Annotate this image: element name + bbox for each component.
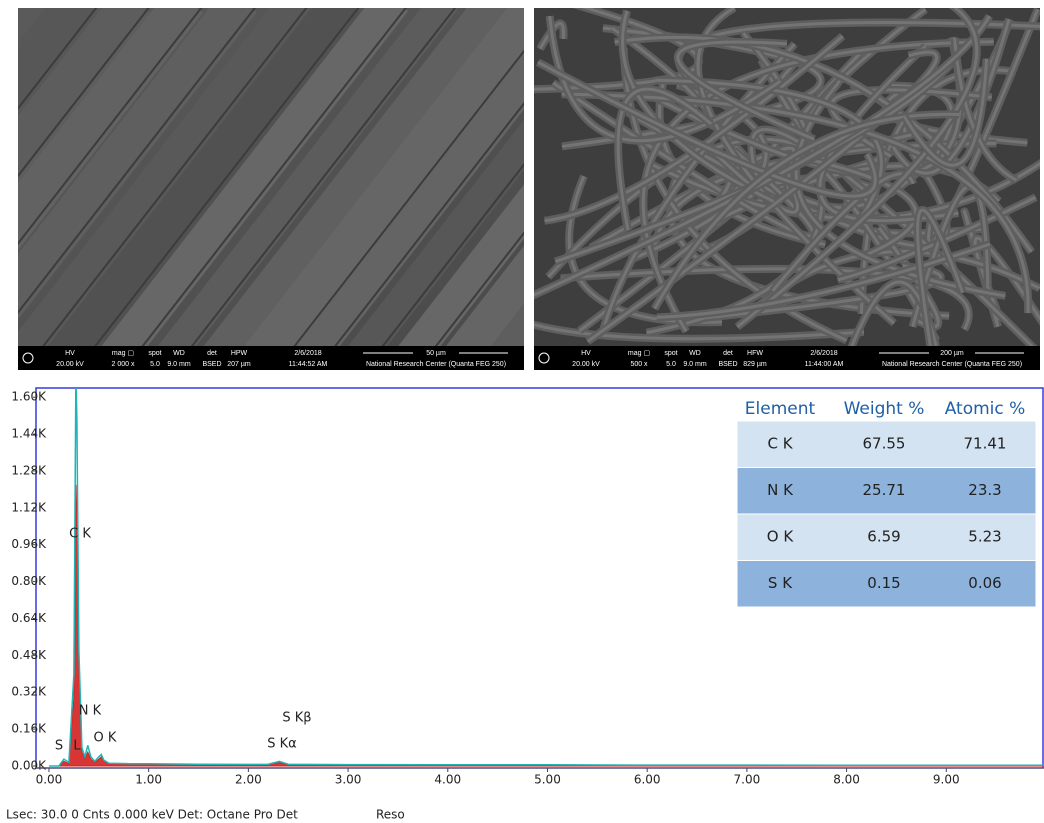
y-tick-label: 1.12K xyxy=(11,500,47,514)
info-value: 9.0 mm xyxy=(683,361,707,368)
info-value: 2 000 x xyxy=(112,361,135,368)
info-label: WD xyxy=(689,350,701,357)
info-time: 11:44:52 AM xyxy=(289,361,328,368)
info-label: det xyxy=(723,350,733,357)
info-label: HFW xyxy=(747,350,763,357)
info-value: 207 µm xyxy=(227,361,251,368)
table-cell: C K xyxy=(767,435,793,453)
info-time: 11:44:00 AM xyxy=(805,361,844,368)
table-cell: 71.41 xyxy=(964,435,1007,453)
info-date: 2/6/2018 xyxy=(810,350,837,357)
x-tick-label: 1.00 xyxy=(135,773,162,787)
info-label: spot xyxy=(148,350,161,357)
figure: HV 20.00 kV mag ▢ 2 000 x spot 5.0 WD 9.0 mm det… xyxy=(0,0,1044,823)
peak-label: L xyxy=(73,739,81,754)
table-header: Weight % xyxy=(844,399,925,419)
table-header: Atomic % xyxy=(945,399,1026,419)
info-date: 2/6/2018 xyxy=(294,350,321,357)
peak-label: S Kβ xyxy=(282,711,311,726)
info-value: 20.00 kV xyxy=(572,361,600,368)
peak-label: S xyxy=(55,739,63,754)
x-tick-label: 7.00 xyxy=(734,773,761,787)
info-facility: National Research Center (Quanta FEG 250… xyxy=(366,361,506,368)
x-tick-label: 3.00 xyxy=(335,773,362,787)
x-tick-label: 2.00 xyxy=(235,773,262,787)
info-value: BSED xyxy=(718,361,737,368)
info-scale: 200 µm xyxy=(940,350,964,357)
info-label: mag ▢ xyxy=(628,350,650,357)
y-tick-label: 0.96K xyxy=(11,537,47,551)
x-tick-label: 6.00 xyxy=(634,773,661,787)
info-value: 20.00 kV xyxy=(56,361,84,368)
peak-label: N K xyxy=(79,704,102,719)
x-tick-label: 8.00 xyxy=(833,773,860,787)
table-cell: 0.15 xyxy=(867,574,900,592)
x-tick-label: 0.00 xyxy=(36,773,63,787)
peak-label: S Kα xyxy=(267,737,296,752)
info-label: HV xyxy=(65,350,75,357)
status-reso: Reso xyxy=(376,808,405,822)
y-tick-label: 0.00K xyxy=(11,759,47,773)
table-cell: 5.23 xyxy=(968,528,1001,546)
y-tick-label: 0.80K xyxy=(11,574,47,588)
x-tick-label: 9.00 xyxy=(933,773,960,787)
y-tick-label: 1.60K xyxy=(11,390,47,404)
peak-label: O K xyxy=(94,731,117,746)
peak-label: C K xyxy=(69,527,91,542)
table-cell: 23.3 xyxy=(968,481,1001,499)
table-cell: N K xyxy=(767,481,794,499)
table-cell: 25.71 xyxy=(863,481,906,499)
table-cell: 0.06 xyxy=(968,574,1001,592)
y-tick-label: 0.48K xyxy=(11,648,47,662)
info-value: BSED xyxy=(202,361,221,368)
info-label: mag ▢ xyxy=(112,350,134,357)
y-tick-label: 0.64K xyxy=(11,611,47,625)
info-scale: 50 µm xyxy=(426,350,446,357)
info-label: HV xyxy=(581,350,591,357)
x-tick-label: 5.00 xyxy=(534,773,561,787)
info-label: det xyxy=(207,350,217,357)
info-value: 5.0 xyxy=(150,361,160,368)
status-text: Lsec: 30.0 0 Cnts 0.000 keV Det: Octane … xyxy=(6,808,298,822)
y-tick-label: 0.32K xyxy=(11,685,47,699)
y-tick-label: 1.44K xyxy=(11,427,47,441)
info-value: 9.0 mm xyxy=(167,361,191,368)
table-header: Element xyxy=(745,399,816,419)
page: HV 20.00 kV mag ▢ 2 000 x spot 5.0 WD 9.0 mm det… xyxy=(0,0,1044,823)
table-cell: 67.55 xyxy=(863,435,906,453)
info-value: 829 µm xyxy=(743,361,767,368)
info-value: 5.0 xyxy=(666,361,676,368)
info-label: spot xyxy=(664,350,677,357)
y-tick-label: 0.16K xyxy=(11,722,47,736)
table-cell: 6.59 xyxy=(867,528,900,546)
table-cell: O K xyxy=(767,528,795,546)
info-bars: HV 20.00 kV mag ▢ 2 000 x spot 5.0 WD 9.0 mm det… xyxy=(18,346,1040,370)
info-label: WD xyxy=(173,350,185,357)
info-label: HPW xyxy=(231,350,248,357)
info-facility: National Research Center (Quanta FEG 250… xyxy=(882,361,1022,368)
y-tick-label: 1.28K xyxy=(11,463,47,477)
x-tick-label: 4.00 xyxy=(434,773,461,787)
table-cell: S K xyxy=(768,574,793,592)
info-value: 500 x xyxy=(630,361,648,368)
